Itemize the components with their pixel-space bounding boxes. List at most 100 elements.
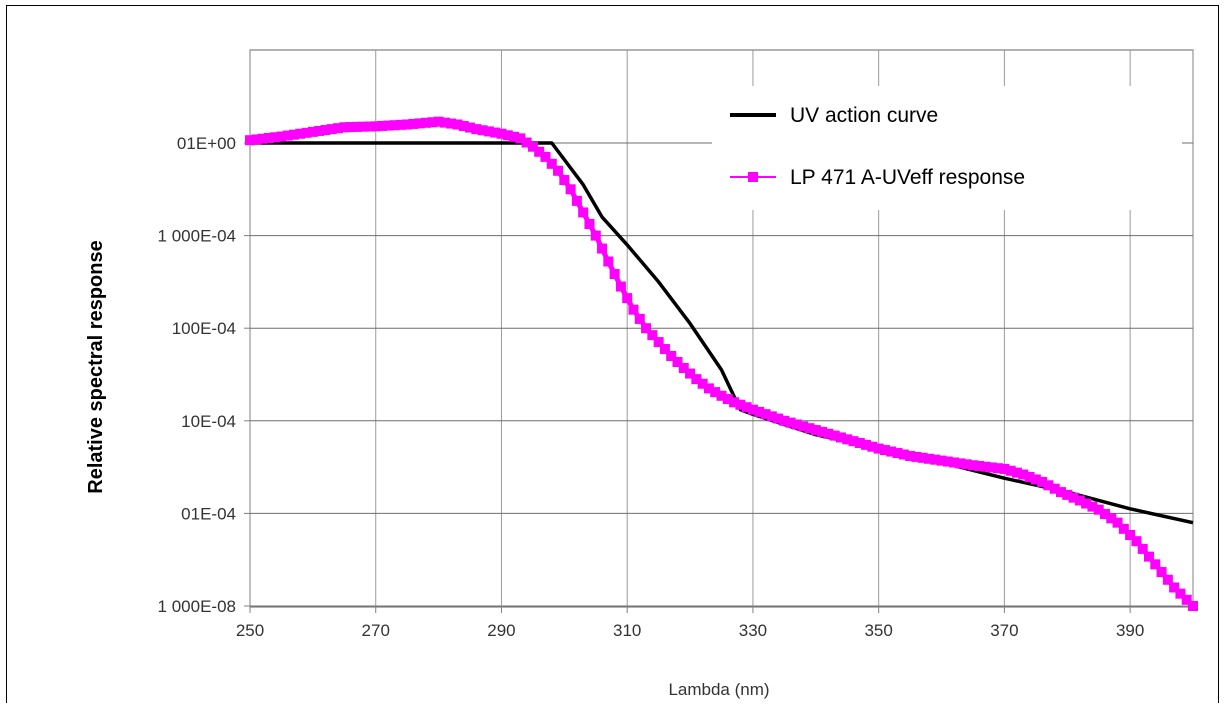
data-point xyxy=(251,134,262,145)
data-point xyxy=(1143,551,1154,562)
data-point xyxy=(527,141,538,152)
legend-label: LP 471 A-UVeff response xyxy=(790,166,1025,189)
data-point xyxy=(364,121,375,132)
data-point xyxy=(747,404,758,415)
x-tick-label: 370 xyxy=(990,621,1018,640)
data-point xyxy=(301,127,312,138)
data-point xyxy=(320,125,331,136)
data-point xyxy=(490,127,501,138)
data-point xyxy=(760,409,771,420)
data-point xyxy=(1055,487,1066,498)
data-point xyxy=(703,383,714,394)
data-point xyxy=(861,439,872,450)
data-point xyxy=(578,207,589,218)
data-point xyxy=(603,256,614,267)
data-point xyxy=(955,458,966,469)
data-point xyxy=(898,449,909,460)
data-point xyxy=(697,378,708,389)
data-point xyxy=(1062,489,1073,500)
data-point xyxy=(942,456,953,467)
data-point xyxy=(245,135,255,146)
data-point xyxy=(722,394,733,405)
data-point xyxy=(766,411,777,422)
y-tick-label: 1 000E-04 xyxy=(158,227,236,246)
data-point xyxy=(1118,523,1129,534)
data-point xyxy=(804,423,815,434)
data-point xyxy=(641,323,652,334)
data-point xyxy=(653,337,664,348)
data-point xyxy=(974,460,985,471)
data-point xyxy=(1018,469,1029,480)
data-point xyxy=(980,461,991,472)
data-point xyxy=(923,453,934,464)
data-point xyxy=(911,451,922,462)
data-point xyxy=(930,454,941,465)
data-point xyxy=(892,448,903,459)
data-point xyxy=(257,133,268,144)
data-point xyxy=(986,462,997,473)
data-point xyxy=(370,121,381,132)
data-point xyxy=(584,219,595,230)
data-point xyxy=(502,130,513,141)
data-point xyxy=(433,116,444,127)
data-point xyxy=(817,426,828,437)
data-point xyxy=(823,428,834,439)
data-point xyxy=(333,123,344,134)
data-point xyxy=(1087,501,1098,512)
data-point xyxy=(326,124,337,135)
data-point xyxy=(1131,536,1142,547)
data-point xyxy=(1011,467,1022,478)
data-point xyxy=(515,133,526,144)
data-point xyxy=(546,158,557,169)
data-point xyxy=(810,425,821,436)
x-tick-label: 390 xyxy=(1116,621,1144,640)
data-point xyxy=(521,137,532,148)
data-point xyxy=(1175,588,1186,599)
data-point xyxy=(534,146,545,157)
y-tick-label: 1 000E-08 xyxy=(158,597,236,616)
data-point xyxy=(835,432,846,443)
data-point xyxy=(666,350,677,361)
data-point xyxy=(282,130,293,141)
chart-frame xyxy=(6,5,1219,703)
data-point xyxy=(798,421,809,432)
data-point xyxy=(773,413,784,424)
legend: UV action curve LP 471 A-UVeff response xyxy=(712,86,1182,210)
data-point xyxy=(276,131,287,142)
data-point xyxy=(1049,483,1060,494)
data-point xyxy=(1125,530,1136,541)
data-point xyxy=(1043,480,1054,491)
data-point xyxy=(1150,559,1161,570)
data-point xyxy=(1156,567,1167,578)
legend-item: UV action curve xyxy=(730,104,938,127)
data-point xyxy=(289,129,300,140)
data-point xyxy=(716,390,727,401)
data-point xyxy=(421,117,432,128)
data-point xyxy=(559,175,570,186)
data-point xyxy=(351,121,362,132)
y-tick-labels: 01E+00 1 000E-04 100E-04 10E-04 01E-04 1 000E… xyxy=(158,134,236,616)
data-point xyxy=(597,243,608,254)
x-tick-label: 290 xyxy=(487,621,515,640)
data-point xyxy=(414,118,425,129)
legend-box xyxy=(712,86,1182,210)
data-point xyxy=(622,293,633,304)
data-point xyxy=(791,419,802,430)
data-point xyxy=(659,344,670,355)
data-point xyxy=(509,131,520,142)
data-point xyxy=(905,450,916,461)
data-point xyxy=(779,415,790,426)
x-tick-label: 310 xyxy=(613,621,641,640)
data-point xyxy=(842,434,853,445)
data-point xyxy=(571,195,582,206)
y-tick-label: 01E+00 xyxy=(177,134,236,153)
data-point xyxy=(345,122,356,133)
data-point xyxy=(1030,474,1041,485)
data-point xyxy=(452,119,463,130)
data-point xyxy=(634,313,645,324)
data-point xyxy=(741,402,752,413)
series-0 xyxy=(250,141,1194,525)
data-point xyxy=(540,151,551,162)
data-point xyxy=(829,430,840,441)
y-tick-label: 100E-04 xyxy=(172,319,236,338)
